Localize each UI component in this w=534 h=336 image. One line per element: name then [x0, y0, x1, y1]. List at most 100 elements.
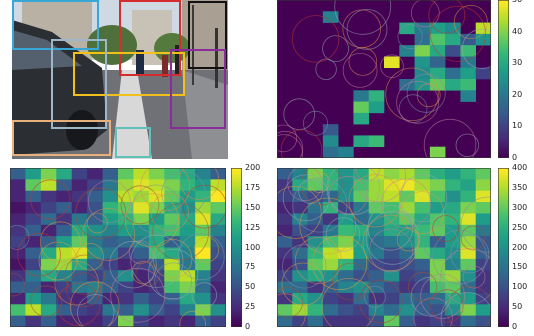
heatmap-cell: [102, 224, 119, 237]
heatmap-cell: [179, 281, 196, 294]
overlay-ring: [460, 225, 486, 251]
street-photo: [12, 0, 228, 159]
heatmap-cell: [195, 258, 211, 271]
overlay-ring: [308, 171, 330, 193]
heatmap-cell: [164, 168, 181, 180]
heatmap-cell: [353, 202, 370, 214]
overlay-ring: [342, 53, 378, 88]
heatmap-cell: [414, 258, 431, 271]
colorbar-step: [231, 199, 242, 203]
heatmap-cell: [148, 292, 165, 305]
heatmap-cell: [307, 224, 324, 237]
colorbar-step: [498, 276, 509, 280]
heatmap-cell: [460, 179, 477, 192]
heatmap-cell: [429, 247, 446, 260]
heatmap-cell: [87, 168, 103, 180]
heatmap-cell: [56, 270, 73, 282]
colorbar-step: [498, 170, 509, 174]
heatmap-cell: [368, 179, 385, 192]
colorbar-step: [231, 242, 242, 246]
heatmap-cell: [102, 315, 119, 327]
colorbar-step: [498, 79, 509, 83]
heatmap-cell: [25, 213, 42, 226]
colorbar-step: [498, 63, 509, 67]
heatmap-cell: [292, 236, 308, 248]
street-photo-svg: [12, 0, 228, 159]
overlay-ring: [450, 234, 490, 274]
heatmap-cell: [277, 258, 293, 271]
heatmap-cell: [475, 258, 491, 271]
overlay-ring: [30, 285, 62, 317]
heatmap-cell: [133, 281, 150, 294]
heatmap-cell: [353, 292, 370, 305]
heatmap-cell: [87, 315, 103, 327]
heatmap-cell: [429, 33, 446, 46]
overlay-ring: [432, 229, 487, 285]
heatmap-cell: [460, 202, 477, 214]
colorbar-tick-label: 10: [512, 121, 523, 131]
heatmap-cell: [56, 168, 73, 180]
heatmap-cell: [210, 202, 226, 214]
heatmap-cell: [399, 292, 415, 305]
colorbar-step: [498, 89, 509, 93]
overlay-ring: [325, 217, 361, 252]
colorbar-step: [498, 2, 509, 6]
heatmap-cell: [56, 281, 73, 294]
heatmap-cell: [87, 202, 103, 214]
heatmap-cell: [133, 236, 150, 248]
colorbar-step: [231, 168, 242, 172]
colorbar-step: [231, 228, 242, 233]
heatmap-cell: [338, 213, 354, 226]
colorbar-step: [498, 7, 509, 12]
heatmap-cell: [102, 236, 119, 248]
colorbar-step: [498, 142, 509, 146]
heatmap-cell: [195, 224, 211, 237]
heatmap-cell: [384, 315, 400, 327]
heatmap-cell: [353, 168, 370, 180]
heatmap-cell: [10, 224, 26, 237]
colorbar-step: [231, 281, 242, 286]
heatmap-cell: [475, 270, 491, 282]
heatmap-cell: [399, 79, 415, 91]
heatmap-frame: [10, 168, 226, 327]
colorbar-step: [231, 279, 242, 283]
overlay-ring: [423, 118, 477, 158]
heatmap-cell: [118, 258, 134, 271]
colorbar-tick-label: 75: [245, 262, 256, 272]
colorbar-step: [498, 231, 509, 235]
heatmap-cell: [10, 179, 26, 192]
heatmap-cell: [87, 281, 103, 294]
overlay-ring: [140, 168, 191, 212]
heatmap-cell: [322, 224, 339, 237]
heatmap-cell: [399, 45, 415, 57]
heatmap-cell: [118, 190, 134, 203]
heatmap-cell: [164, 236, 181, 248]
heatmap-cell: [40, 168, 57, 180]
overlay-ring: [381, 178, 431, 229]
heatmap-cell: [277, 179, 293, 192]
heatmap-cell: [118, 202, 134, 214]
heatmap-cell: [179, 247, 196, 260]
overlay-ring: [386, 211, 412, 236]
heatmap-cell: [56, 224, 73, 237]
heatmap-cell: [148, 304, 165, 316]
heatmap-cell: [307, 168, 324, 180]
heatmap-cell: [338, 292, 354, 305]
colorbar-step: [498, 279, 509, 283]
colorbar-step: [231, 215, 242, 219]
heatmap-cell: [56, 202, 73, 214]
colorbar-tick-label: 150: [512, 262, 528, 272]
heatmap-cell: [475, 67, 491, 80]
overlay-ring: [70, 281, 120, 327]
heatmap-cell: [87, 292, 103, 305]
heatmap-cell: [368, 292, 385, 305]
colorbar-step: [498, 199, 509, 203]
colorbar-step: [231, 252, 242, 256]
heatmap-cell: [277, 315, 293, 327]
heatmap-cell: [71, 168, 88, 180]
colorbar-frame: [231, 168, 242, 327]
colorbar-step: [231, 194, 242, 198]
heatmap-cell: [475, 304, 491, 316]
colorbar-step: [231, 263, 242, 267]
colorbar-step: [498, 50, 509, 54]
